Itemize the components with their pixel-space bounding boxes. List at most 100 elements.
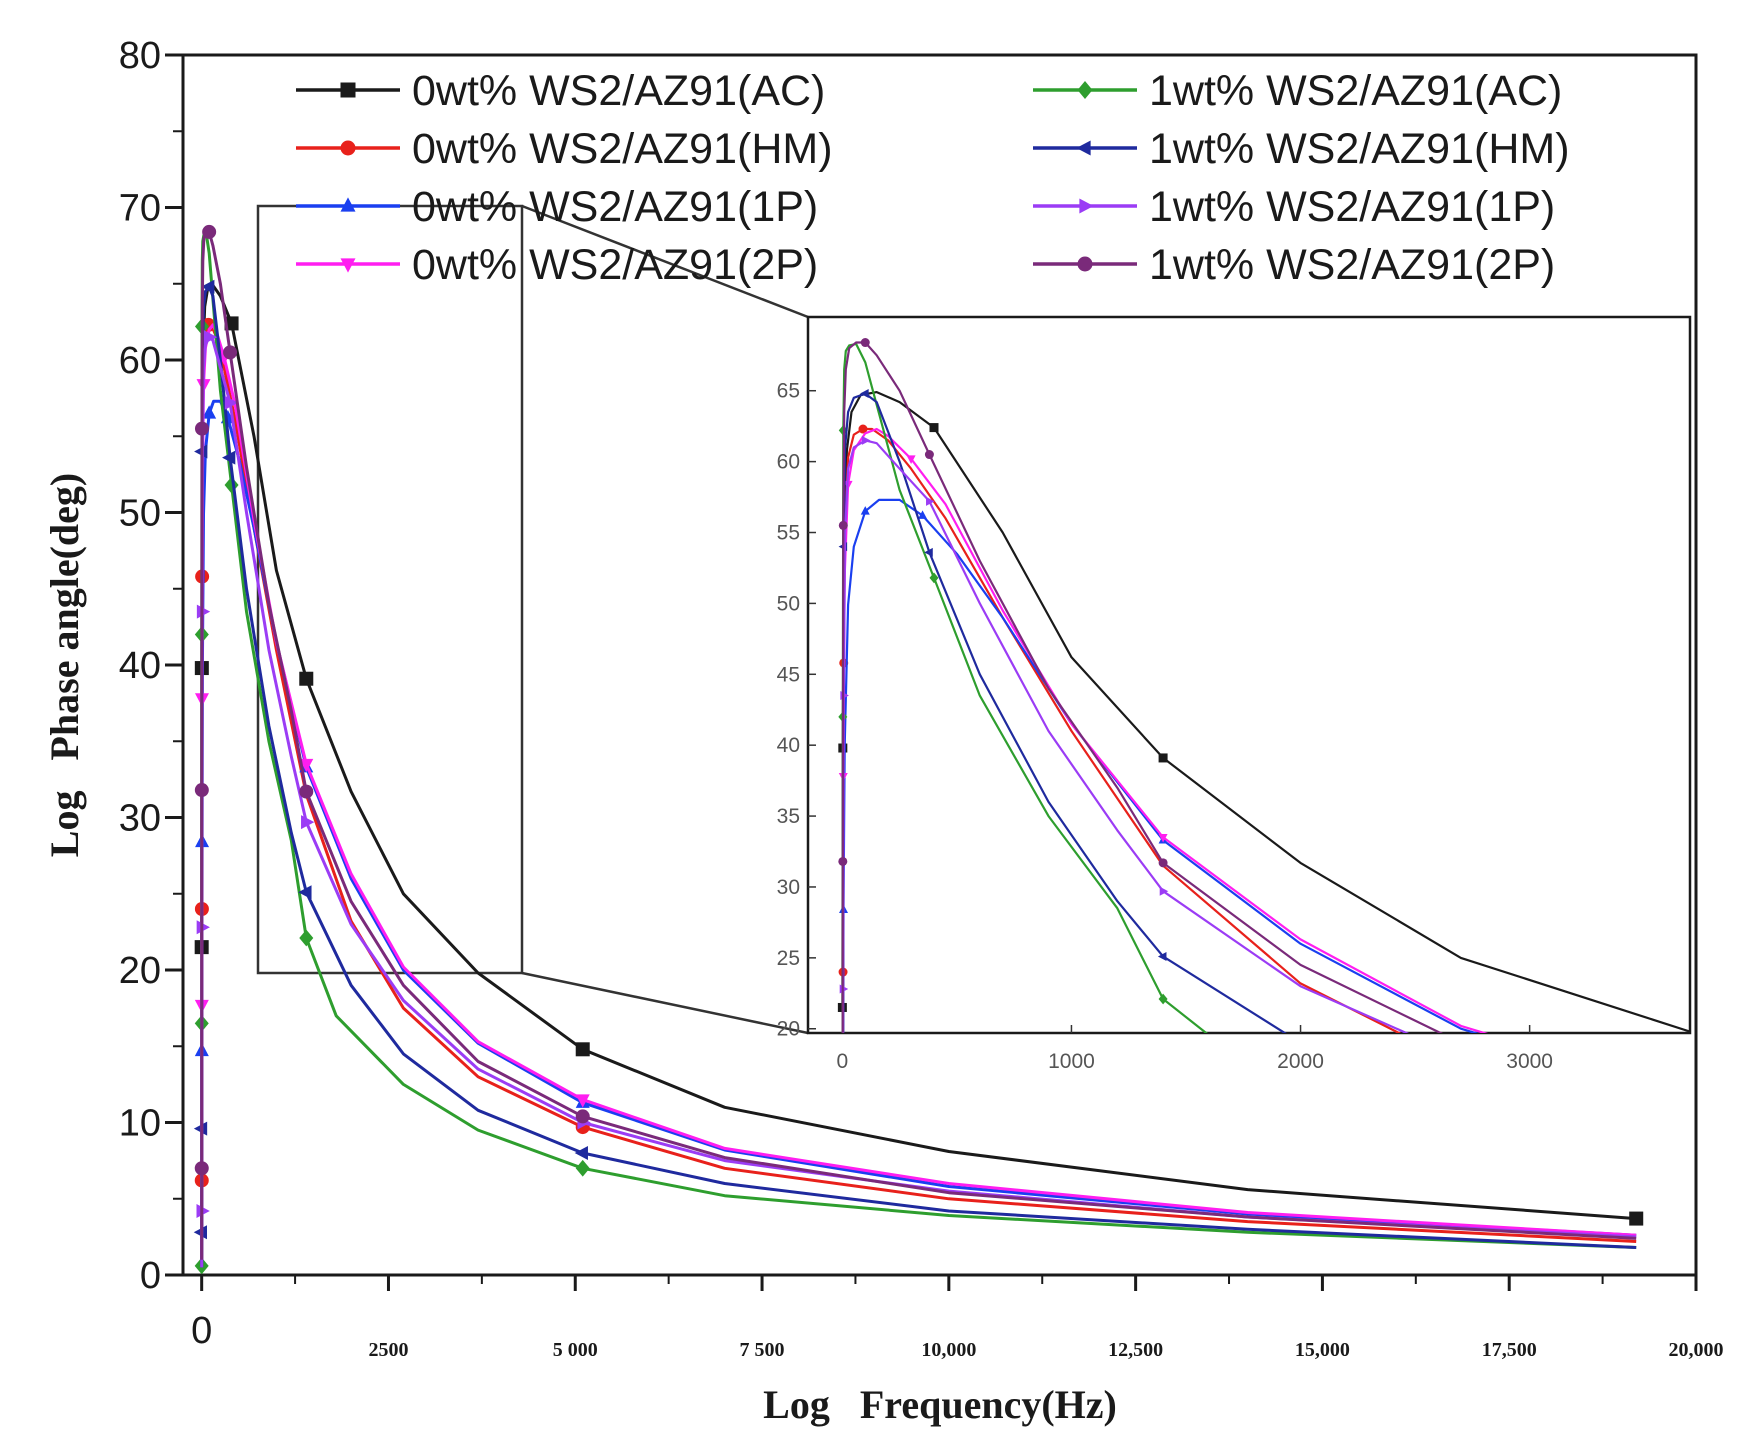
inset-series-line: [841, 341, 1444, 1033]
main-data-point: [196, 920, 210, 935]
inset-data-point: [929, 572, 939, 584]
legend-item-1wt-ws2-az91-ac: 1wt% WS2/AZ91(AC): [1033, 67, 1562, 115]
legend-item-0wt-ws2-az91-hm: 0wt% WS2/AZ91(HM): [296, 125, 833, 173]
inset-y-tick-label: 30: [777, 876, 800, 899]
legend-item-0wt-ws2-az91-ac: 0wt% WS2/AZ91(AC): [296, 67, 825, 115]
main-series-group: [193, 224, 1644, 1275]
legend-label: 0wt% WS2/AZ91(1P): [412, 183, 818, 231]
legend-swatch-marker: [1077, 256, 1093, 272]
main-data-point: [298, 885, 312, 900]
inset-data-point: [838, 856, 848, 866]
inset-data-point: [838, 1073, 847, 1084]
x-tick-label: 15,000: [1295, 1339, 1350, 1361]
legend-swatch-marker: [340, 82, 356, 98]
y-axis-label: Log Phase angle(deg): [42, 473, 87, 857]
y-tick-label: 70: [119, 188, 161, 230]
main-data-point: [224, 395, 239, 410]
inset-data-point: [1158, 753, 1168, 763]
inset-data-point: [860, 389, 869, 399]
legend-label: 1wt% WS2/AZ91(HM): [1149, 125, 1570, 173]
legend-label: 1wt% WS2/AZ91(AC): [1149, 67, 1562, 115]
y-tick-label: 0: [140, 1255, 161, 1297]
y-tick-label: 60: [119, 340, 161, 382]
main-data-point: [1629, 1211, 1644, 1226]
main-data-point: [202, 405, 217, 419]
legend: 0wt% WS2/AZ91(AC) 0wt% WS2/AZ91(HM) 0wt% W…: [296, 67, 1570, 289]
main-data-point: [224, 316, 239, 331]
x-tick-label: 12,500: [1108, 1339, 1163, 1361]
legend-swatch-marker: [1076, 140, 1091, 156]
inset-axis-ticks: [808, 389, 1531, 1033]
inset-series-line: [841, 427, 1489, 1033]
legend-label: 1wt% WS2/AZ91(1P): [1149, 183, 1555, 231]
x-tick-label: 20,000: [1669, 1339, 1724, 1361]
legend-item-0wt-ws2-az91-2p: 0wt% WS2/AZ91(2P): [296, 241, 818, 289]
y-tick-label: 30: [119, 798, 161, 840]
inset-data-point: [1158, 833, 1168, 843]
x-tick-label: 5 000: [553, 1339, 598, 1361]
inset-series-1wt-ws2-az91-2p: [838, 338, 1444, 1218]
inset-data-point: [906, 455, 916, 464]
main-series-1wt-ws2-az91-2p: [194, 224, 1637, 1260]
inset-y-tick-label: 65: [777, 380, 800, 403]
zoom-connector-top: [521, 204, 809, 319]
main-data-point: [301, 815, 315, 830]
y-tick-label: 50: [119, 493, 161, 535]
inset-x-tick-label: 1000: [1048, 1050, 1095, 1073]
inset-data-point: [838, 1209, 847, 1218]
inset-y-tick-label: 40: [777, 734, 800, 757]
inset-y-tick-label: 35: [777, 805, 800, 828]
main-data-point: [203, 330, 218, 345]
main-data-point: [194, 421, 209, 436]
main-data-point: [223, 345, 238, 360]
main-data-point: [194, 1161, 209, 1176]
inset-series-line: [841, 342, 1208, 1033]
inset-series-group: [837, 338, 1690, 1309]
inset-y-tick-label: 60: [777, 451, 800, 474]
inset-data-point: [838, 520, 848, 530]
inset-x-tick-label: 3000: [1506, 1050, 1553, 1073]
inset-data-point: [1158, 858, 1168, 868]
y-tick-label: 20: [119, 950, 161, 992]
main-data-point: [574, 1146, 588, 1160]
inset-data-point: [918, 510, 928, 519]
inset-data-point: [924, 450, 934, 460]
inset-y-tick-label: 45: [777, 663, 800, 686]
legend-swatch-marker: [1077, 81, 1093, 99]
y-tick-label: 10: [119, 1103, 161, 1145]
main-data-point: [222, 450, 236, 465]
legend-item-1wt-ws2-az91-hm: 1wt% WS2/AZ91(HM): [1033, 125, 1570, 173]
inset-data-point: [858, 424, 868, 434]
inset-y-tick-label: 50: [777, 592, 800, 615]
inset-y-tick-label: 20: [777, 1018, 800, 1041]
main-data-point: [575, 1159, 590, 1177]
legend-swatch-marker: [1079, 198, 1094, 214]
main-data-point: [196, 604, 211, 619]
inset-x-tick-label: 0: [837, 1050, 849, 1073]
inset-series-1wt-ws2-az91-ac: [838, 342, 1208, 1309]
x-tick-label: 2500: [368, 1339, 408, 1361]
inset-data-point: [1157, 951, 1167, 961]
legend-item-1wt-ws2-az91-2p: 1wt% WS2/AZ91(2P): [1033, 241, 1555, 289]
legend-label: 0wt% WS2/AZ91(HM): [412, 125, 833, 173]
y-tick-label: 80: [119, 35, 161, 77]
inset-data-point: [838, 1220, 847, 1229]
legend-swatch-marker: [340, 258, 356, 273]
inset-data-point: [1158, 993, 1168, 1005]
inset-data-point: [860, 338, 870, 348]
main-data-point: [299, 758, 314, 773]
inset-data-point: [860, 506, 870, 515]
legend-swatch-marker: [340, 197, 356, 212]
main-data-point: [194, 783, 209, 798]
main-series-line: [200, 230, 1637, 1260]
y-tick-label: 40: [119, 645, 161, 687]
inset-frame: [806, 315, 1692, 1035]
legend-label: 1wt% WS2/AZ91(2P): [1149, 241, 1555, 289]
inset-y-tick-label: 25: [777, 947, 800, 970]
inset-data-point: [839, 1248, 848, 1257]
x-tick-label: 10,000: [921, 1339, 976, 1361]
inset-data-point: [1159, 886, 1169, 896]
main-axis-tick-labels: 0 10 20 30 40 50 60 70 80 0 2500 5 000 7 500 10,000 12…: [119, 35, 1724, 1361]
inset-data-point: [838, 1298, 847, 1309]
